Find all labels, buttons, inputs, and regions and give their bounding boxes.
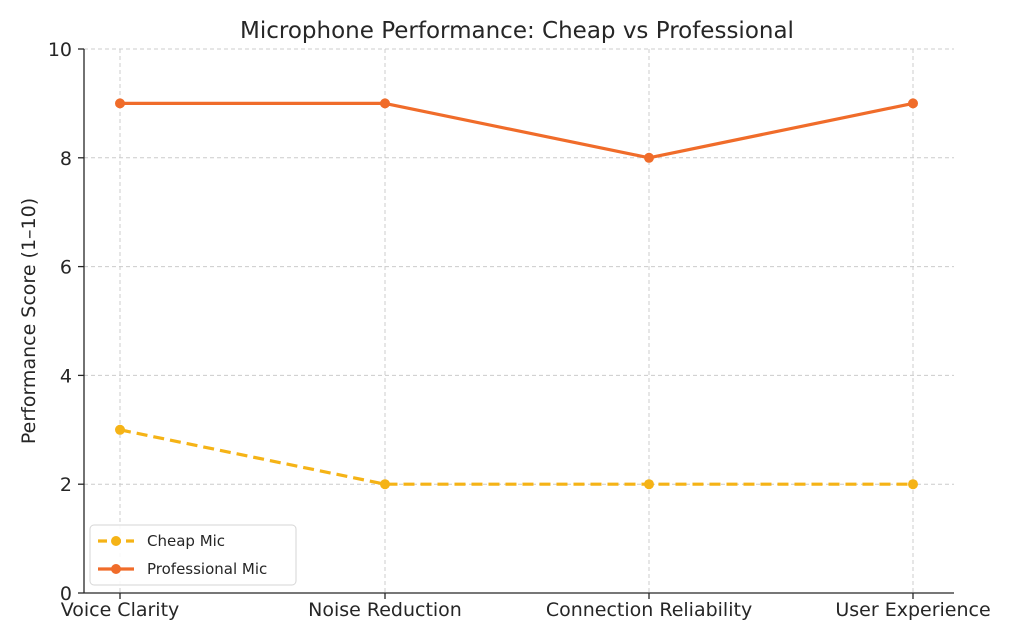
legend-box [89, 524, 297, 586]
y-axis-label: Performance Score (1–10) [18, 198, 40, 444]
chart-title: Microphone Performance: Cheap vs Profess… [240, 18, 794, 44]
legend-label: Cheap Mic [147, 532, 225, 550]
legend-entry: Cheap Mic [98, 532, 225, 550]
y-tick-label: 6 [60, 257, 72, 279]
legend: Cheap Mic Professional Mic [89, 524, 297, 586]
series-line [120, 101, 914, 160]
data-point [115, 424, 125, 435]
y-tick-label: 2 [60, 474, 72, 496]
y-tick-label: 0 [60, 583, 72, 605]
x-tick-label: Voice Clarity [61, 599, 180, 621]
x-tick-label: Connection Reliability [546, 599, 752, 621]
series-line [119, 428, 913, 486]
legend-label: Professional Mic [147, 560, 267, 578]
data-point [380, 98, 390, 109]
series-group [115, 98, 918, 490]
legend-marker [111, 536, 121, 546]
series-professional-mic [115, 98, 918, 163]
data-point [908, 479, 918, 490]
data-point [380, 479, 390, 490]
y-tick-label: 10 [48, 39, 72, 61]
axes: 0 2 4 6 8 10 Voice Clarity Noise Reduction Conne… [48, 39, 991, 621]
data-point [115, 98, 125, 109]
legend-marker [111, 564, 121, 574]
y-tick-label: 4 [60, 365, 72, 387]
data-point [908, 98, 918, 109]
x-tick-label: Noise Reduction [308, 599, 462, 621]
data-point [644, 479, 654, 490]
series-cheap-mic [115, 424, 918, 490]
y-tick-label: 8 [60, 148, 72, 170]
x-tick-label: User Experience [835, 599, 990, 621]
legend-entry: Professional Mic [98, 560, 267, 578]
data-point [644, 152, 654, 163]
